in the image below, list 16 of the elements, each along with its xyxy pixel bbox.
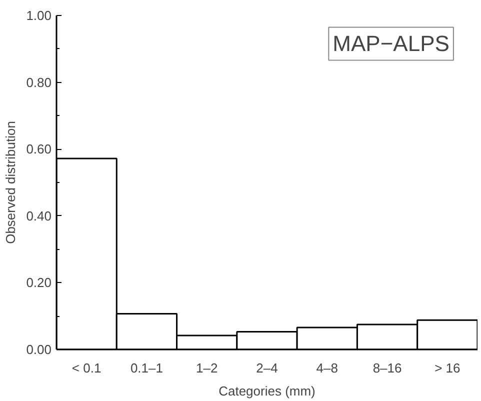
x-tick-label: 1–2 <box>196 360 218 376</box>
y-tick-label: 1.00 <box>26 8 52 23</box>
x-tick-label: > 16 <box>434 360 460 376</box>
y-axis-title: Observed distribution <box>3 121 18 244</box>
y-tick-label: 0.40 <box>26 208 52 224</box>
x-tick-label: 8–16 <box>372 360 402 376</box>
y-tick-label: 0.80 <box>26 74 52 90</box>
x-tick-label: 4–8 <box>316 360 338 376</box>
y-tick-label: 0.60 <box>26 142 52 157</box>
x-tick-label: 2–4 <box>256 360 278 376</box>
x-tick-label: 0.1–1 <box>130 360 163 376</box>
x-tick-label: < 0.1 <box>72 360 102 376</box>
text: MAP−ALPS <box>332 31 450 56</box>
y-tick-label: 0.20 <box>26 275 52 290</box>
text: 0.00 <box>26 342 52 357</box>
x-axis-title: Categories (mm) <box>218 384 316 398</box>
